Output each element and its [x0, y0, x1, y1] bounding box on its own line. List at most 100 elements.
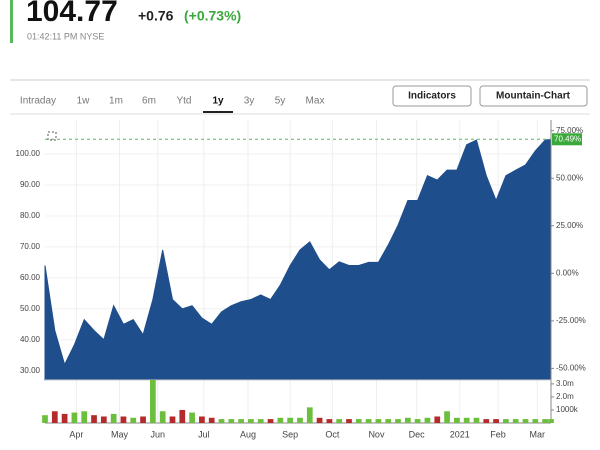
volume-bar [140, 416, 146, 423]
volume-bar [355, 419, 362, 423]
volume-bar [548, 419, 554, 423]
volume-bar [346, 419, 352, 423]
volume-bar [385, 419, 392, 423]
volume-bar [51, 411, 58, 423]
volume-bar [248, 419, 254, 423]
y-tick-label: 80.00 [20, 211, 41, 220]
accent-bar [10, 0, 13, 43]
volume-bar [238, 419, 244, 423]
x-tick-label: May [111, 429, 129, 439]
volume-bar [512, 419, 519, 423]
tab[interactable]: 5y [275, 96, 286, 107]
volume-bar [218, 419, 225, 423]
volume-bar [424, 417, 431, 423]
current-label: 70.49% [554, 134, 581, 143]
price: 104.77 [26, 0, 118, 28]
volume-bar [336, 419, 343, 423]
volume-bar [287, 417, 294, 423]
x-tick-label: Oct [325, 429, 340, 439]
volume-bar [542, 419, 548, 423]
x-tick-label: Sep [282, 429, 298, 439]
price-area [44, 138, 552, 381]
volume-bar [110, 413, 117, 423]
x-tick-label: Nov [368, 429, 385, 439]
indicators-button[interactable] [392, 85, 472, 107]
tab[interactable]: Intraday [20, 96, 56, 107]
y-tick-label: 90.00 [20, 180, 41, 189]
y2-tick-label: 75.00% [556, 126, 583, 135]
x-tick-label: Jul [198, 429, 210, 439]
y2-tick-label: 0.00% [556, 268, 579, 277]
y-tick-label: 50.00 [20, 304, 41, 313]
volume-bar [61, 413, 68, 423]
tab[interactable]: Ytd [176, 96, 191, 107]
y-tick-label: 30.00 [20, 366, 41, 375]
volume-bar [463, 417, 470, 423]
volume-bar [453, 417, 460, 423]
volume-bar [100, 416, 107, 423]
x-tick-label: Aug [240, 429, 256, 439]
tab[interactable]: 3y [244, 96, 255, 107]
volume-bar [434, 416, 441, 423]
y-tick-label: 60.00 [20, 273, 41, 282]
y2-tick-label: -50.00% [556, 364, 586, 373]
volume-tick-label: 3.0m [556, 379, 574, 388]
x-tick-label: Mar [530, 429, 546, 439]
volume-bar [326, 419, 333, 423]
volume-tick-label: 1000k [556, 405, 579, 414]
volume-bar [522, 419, 529, 423]
volume-bar [375, 419, 382, 423]
volume-bar [169, 416, 176, 423]
tab[interactable]: 1y [212, 96, 224, 107]
volume-bar [130, 417, 137, 423]
x-tick-label: 2021 [450, 429, 470, 439]
tab[interactable]: 1w [77, 96, 91, 107]
volume-bar [395, 419, 401, 423]
y-tick-label: 70.00 [20, 242, 41, 251]
volume-bar [267, 419, 274, 423]
volume-bar [71, 412, 78, 423]
volume-bar [228, 419, 235, 423]
timestamp: 01:42:11 PM NYSE [27, 31, 104, 41]
volume-tick-label: 2.0m [556, 392, 574, 401]
tab[interactable]: 6m [142, 96, 156, 107]
volume-bar [297, 417, 303, 423]
volume-bar [189, 412, 195, 423]
x-tick-label: Dec [409, 429, 426, 439]
change-percent: (+0.73%) [184, 8, 241, 24]
y2-tick-label: 25.00% [556, 221, 583, 230]
volume-bar [81, 411, 88, 423]
x-tick-label: Feb [490, 429, 506, 439]
indicators-label[interactable]: Indicators [408, 91, 456, 102]
volume-bar [199, 416, 205, 423]
volume-bar [473, 417, 480, 423]
y2-tick-label: 50.00% [556, 173, 583, 182]
volume-bar [208, 417, 215, 423]
volume-bar [444, 411, 450, 423]
volume-bar [159, 411, 166, 423]
volume-bar [503, 419, 509, 423]
chart-type-label[interactable]: Mountain-Chart [496, 91, 571, 102]
volume-bar [414, 419, 421, 423]
volume-bar [179, 409, 186, 423]
volume-bar [42, 415, 48, 423]
volume-bar [493, 419, 499, 423]
volume-bar [277, 417, 284, 423]
volume-bar [532, 419, 539, 423]
change: +0.76 [138, 8, 174, 24]
tab[interactable]: 1m [109, 96, 123, 107]
volume-bar [91, 415, 97, 423]
y-tick-label: 100.00 [16, 149, 41, 158]
volume-bar [483, 419, 490, 423]
x-tick-label: Jun [151, 429, 166, 439]
volume-bar [150, 380, 156, 423]
zoom-icon[interactable] [47, 131, 57, 141]
tab[interactable]: Max [306, 96, 325, 107]
y2-tick-label: -25.00% [556, 316, 586, 325]
volume-bar [306, 407, 313, 423]
volume-bar [257, 419, 264, 423]
chart-type-button[interactable] [479, 85, 588, 107]
volume-bar [316, 417, 323, 423]
x-tick-label: Apr [69, 429, 83, 439]
